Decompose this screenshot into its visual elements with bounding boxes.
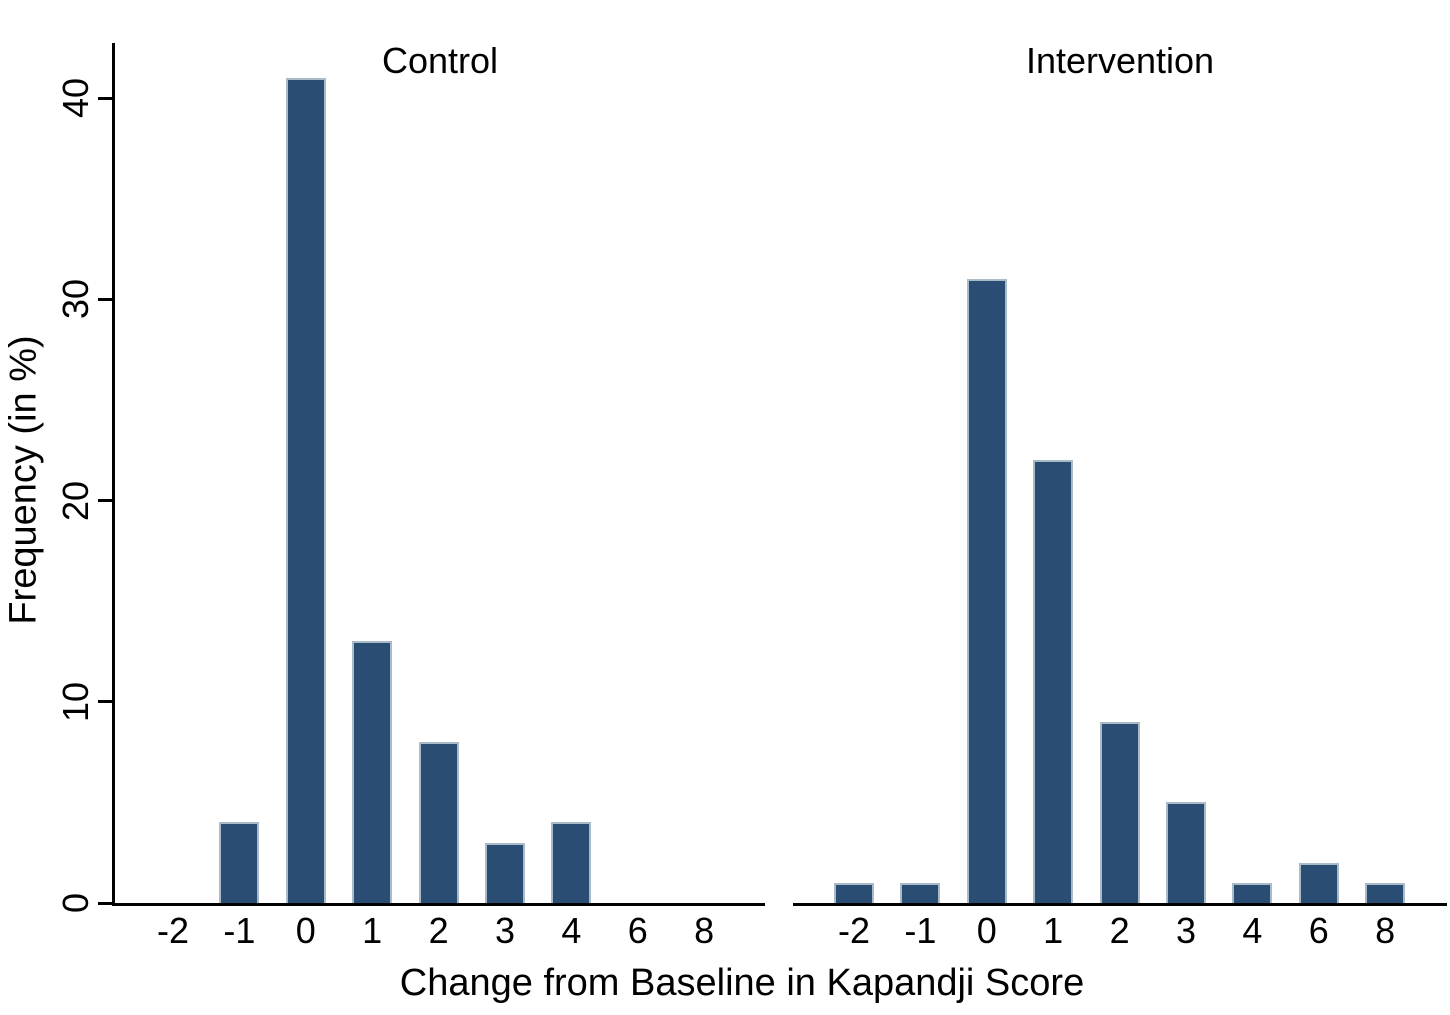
y-tick-label-40: 40: [55, 77, 96, 119]
bar-intervention-1: [1033, 460, 1074, 903]
x-tick-label-control-6: 6: [627, 910, 648, 951]
x-tick-label-intervention--2: -2: [837, 910, 871, 951]
panel-title-control: Control: [381, 40, 499, 81]
x-tick-label-intervention-4: 4: [1242, 910, 1263, 951]
x-tick-label-intervention-8: 8: [1375, 910, 1396, 951]
x-tick-label-intervention-6: 6: [1308, 910, 1329, 951]
y-tick-label-30: 30: [55, 279, 96, 320]
bar-control--1: [219, 822, 260, 903]
x-tick-label-control-1: 1: [362, 910, 383, 951]
bar-control-4: [551, 822, 592, 903]
bar-intervention-8: [1365, 883, 1406, 903]
bar-intervention--2: [834, 883, 874, 903]
x-tick-label-control-4: 4: [561, 910, 582, 951]
bar-intervention-6: [1298, 863, 1339, 903]
y-tick-mark-10: [98, 700, 112, 704]
y-tick-mark-20: [98, 499, 112, 502]
bar-control-3: [485, 843, 525, 903]
x-tick-label-control-3: 3: [494, 910, 516, 951]
panel-intervention: Intervention: [793, 40, 1447, 906]
x-tick-label-control-0: 0: [295, 910, 316, 951]
y-tick-label-0: 0: [55, 892, 96, 914]
x-tick-label-intervention-3: 3: [1175, 910, 1197, 951]
bar-control-2: [418, 742, 459, 903]
x-tick-label-control--2: -2: [156, 910, 190, 951]
x-tick-label-control-2: 2: [428, 910, 449, 951]
y-tick-label-10: 10: [55, 681, 96, 722]
bar-intervention-4: [1232, 883, 1273, 903]
x-tick-label-intervention-1: 1: [1043, 910, 1064, 951]
y-tick-mark-0: [98, 901, 112, 905]
bar-intervention-0: [966, 279, 1007, 903]
x-tick-label-control-8: 8: [694, 910, 715, 951]
x-tick-label-control--1: -1: [223, 910, 256, 951]
y-tick-mark-40: [98, 96, 112, 100]
x-tick-label-intervention-0: 0: [976, 910, 997, 951]
y-axis-label: Frequency (in %): [2, 335, 45, 625]
panel-title-intervention: Intervention: [1025, 40, 1215, 81]
bar-intervention--1: [900, 883, 941, 903]
y-tick-mark-30: [98, 297, 112, 301]
y-tick-label-20: 20: [55, 480, 96, 521]
panel-control: Control: [112, 40, 765, 906]
bar-control-1: [352, 641, 393, 903]
bar-intervention-2: [1099, 722, 1140, 903]
bar-intervention-3: [1166, 802, 1206, 903]
bar-control-0: [285, 78, 326, 903]
x-tick-label-intervention-2: 2: [1109, 910, 1130, 951]
x-tick-label-intervention--1: -1: [904, 910, 937, 951]
x-axis-label: Change from Baseline in Kapandji Score: [399, 962, 1085, 1004]
